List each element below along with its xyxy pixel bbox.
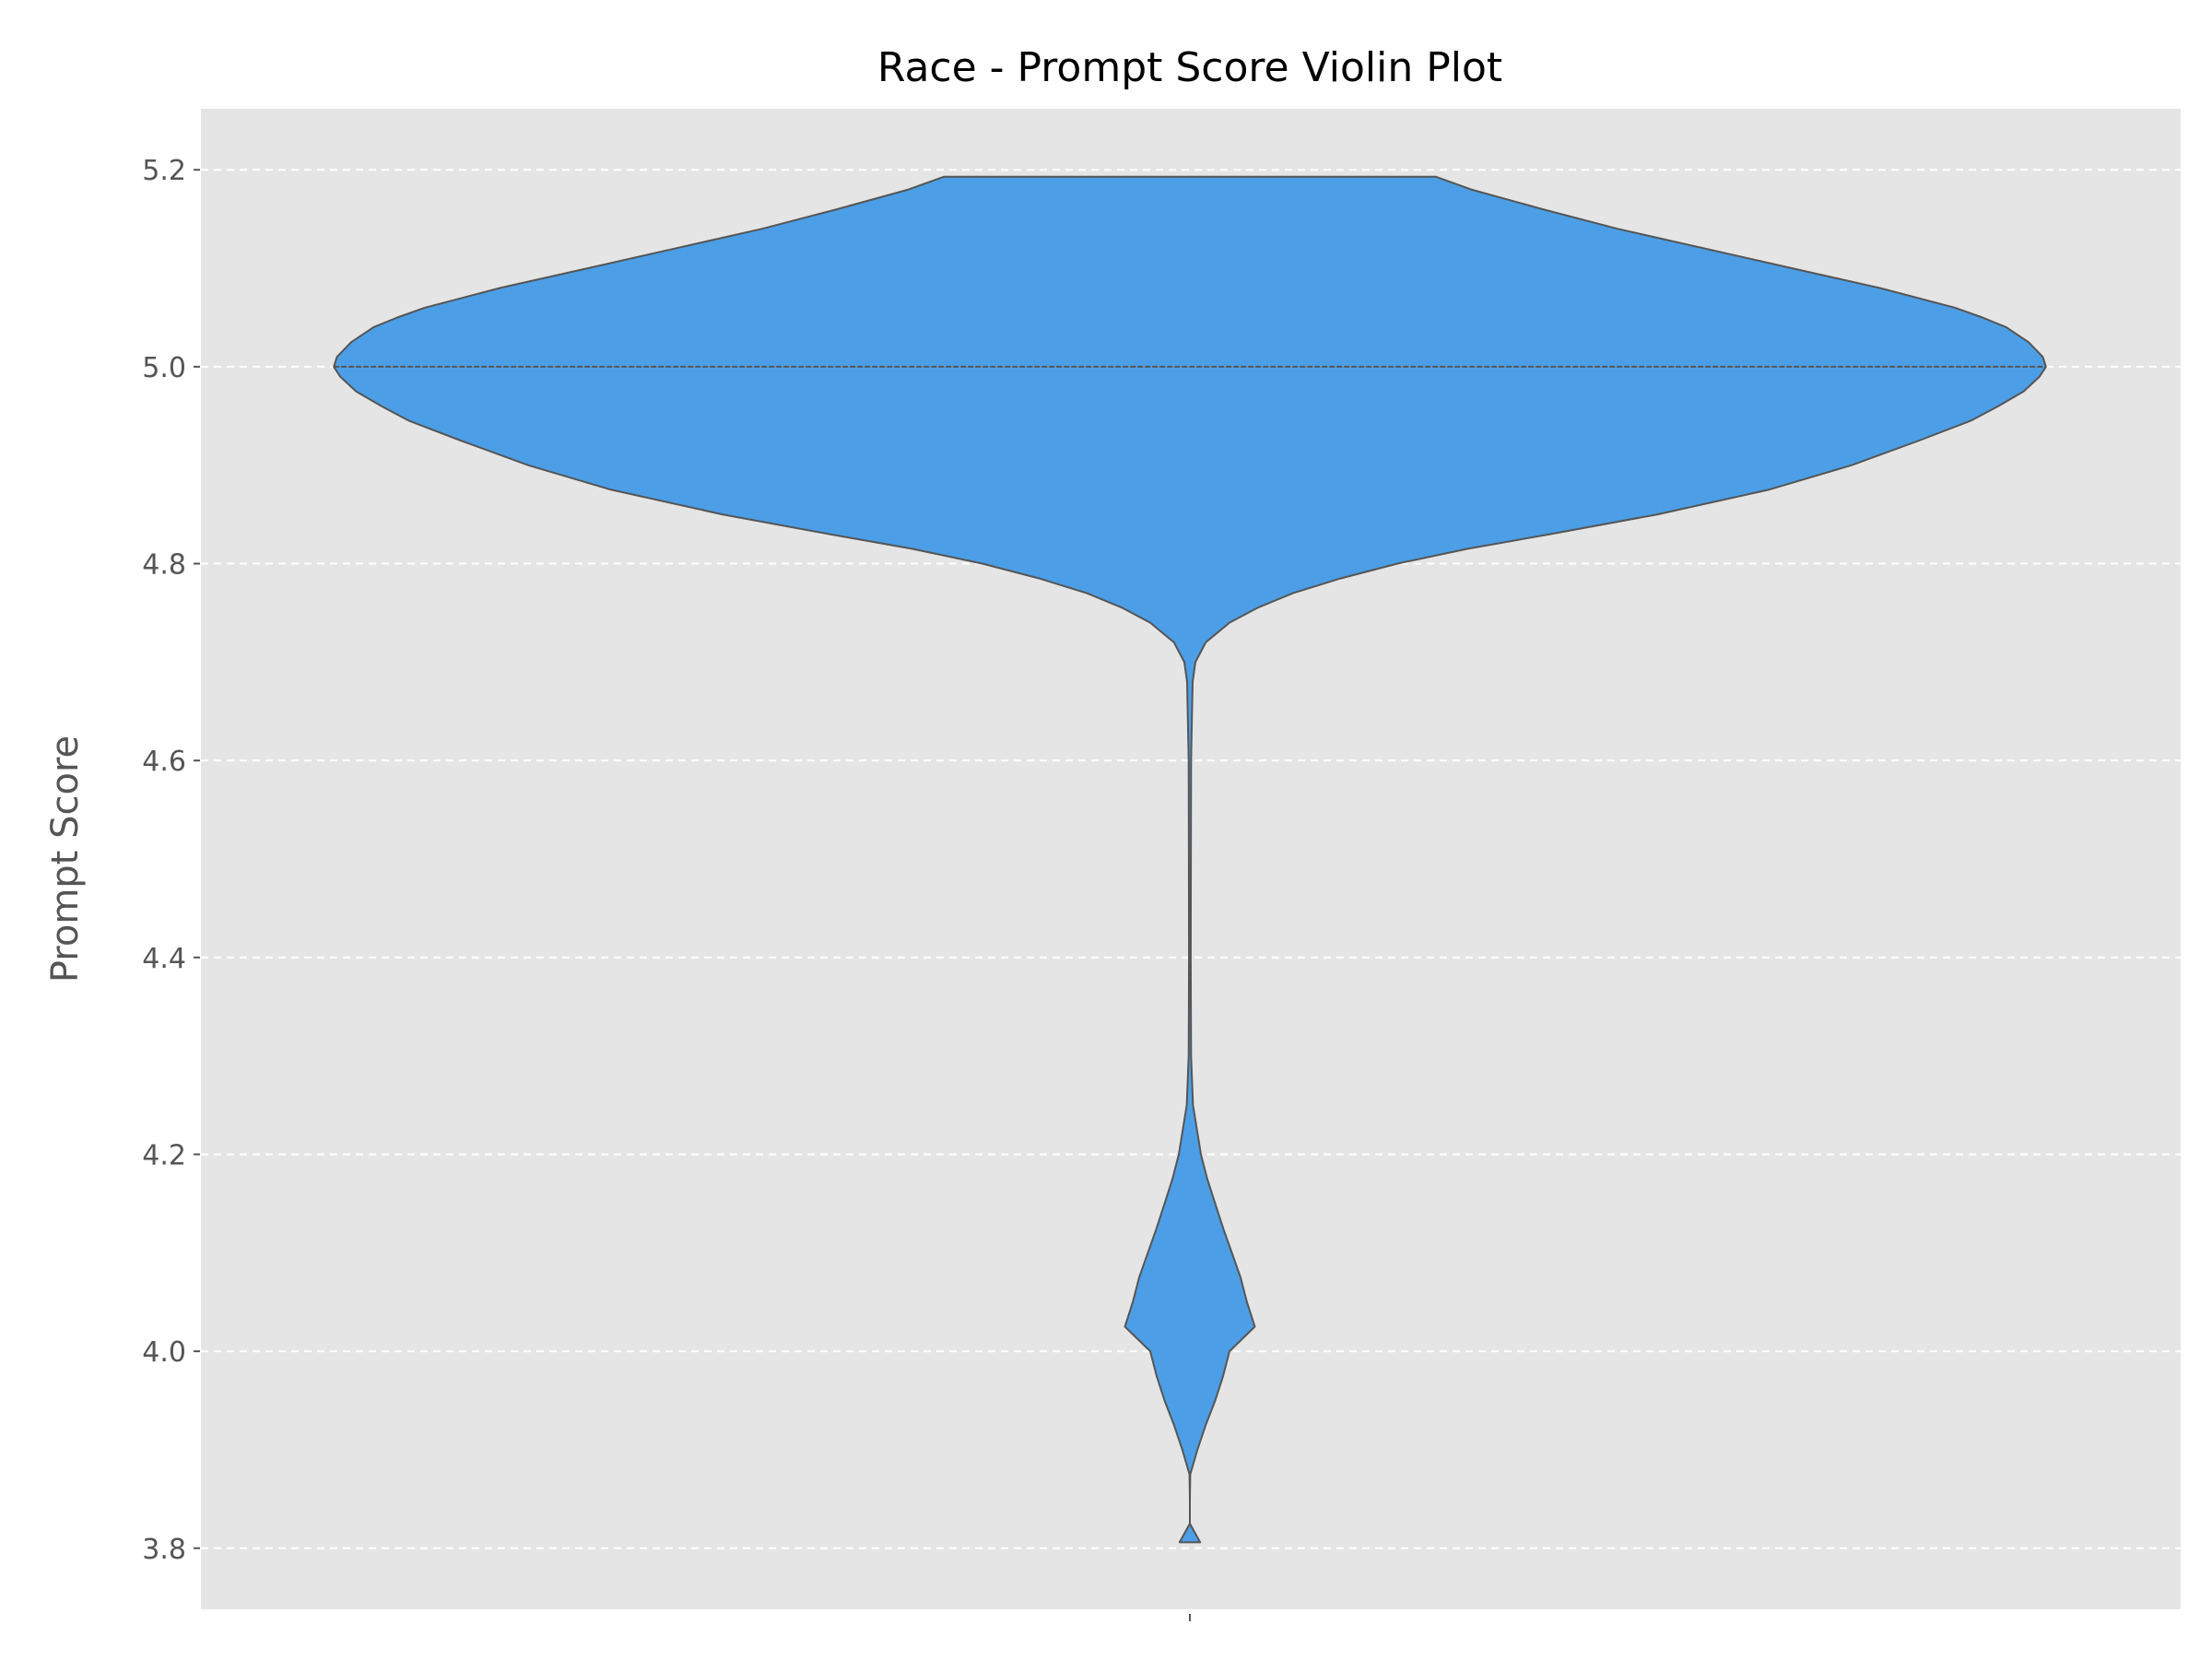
y-tick-label: 4.4	[142, 943, 186, 975]
violin-layer	[333, 175, 2047, 1544]
y-tick-label: 4.6	[142, 746, 186, 778]
violin-body	[333, 175, 2047, 1544]
y-tick-label: 5.0	[142, 352, 186, 384]
y-tick-label: 4.0	[142, 1336, 186, 1369]
chart-title: Race - Prompt Score Violin Plot	[877, 44, 1502, 91]
y-tick-label: 5.2	[142, 155, 186, 187]
y-axis-label: Prompt Score	[44, 735, 87, 982]
y-tick-label: 3.8	[142, 1534, 186, 1566]
y-axis-ticks: 3.8 4.0 4.2 4.4 4.6 4.8 5.0 5.2	[142, 155, 200, 1566]
y-tick-label: 4.8	[142, 549, 186, 582]
y-tick-label: 4.2	[142, 1139, 186, 1171]
